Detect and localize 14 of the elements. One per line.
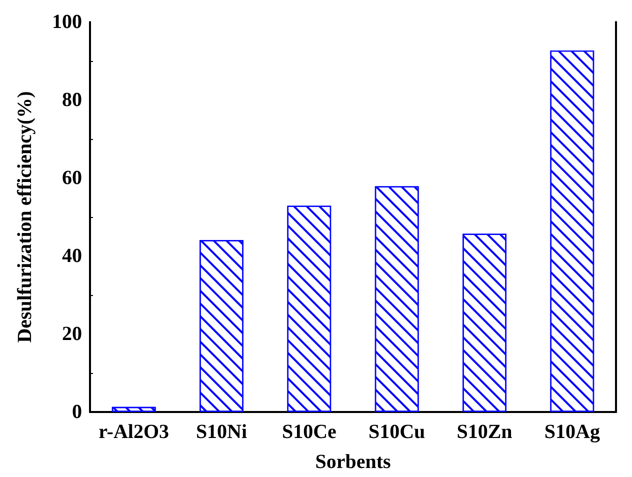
x-tick-label: S10Cu <box>368 421 426 443</box>
x-tick-label: S10Ag <box>544 421 600 443</box>
y-tick-label: 40 <box>62 245 82 267</box>
y-tick-label: 20 <box>62 323 82 345</box>
x-tick-label: S10Ni <box>196 421 248 443</box>
y-tick-label: 80 <box>62 89 82 111</box>
x-tick-label: r-Al2O3 <box>98 421 170 443</box>
y-tick-label: 100 <box>52 11 82 33</box>
y-tick-label: 60 <box>62 167 82 189</box>
x-tick-label: S10Zn <box>456 421 512 443</box>
y-tick-label: 0 <box>72 401 82 423</box>
y-axis-title: Desulfurization efficiency(%) <box>14 91 36 343</box>
x-axis-title: Sorbents <box>315 451 391 473</box>
x-tick-label: S10Ce <box>282 421 337 443</box>
